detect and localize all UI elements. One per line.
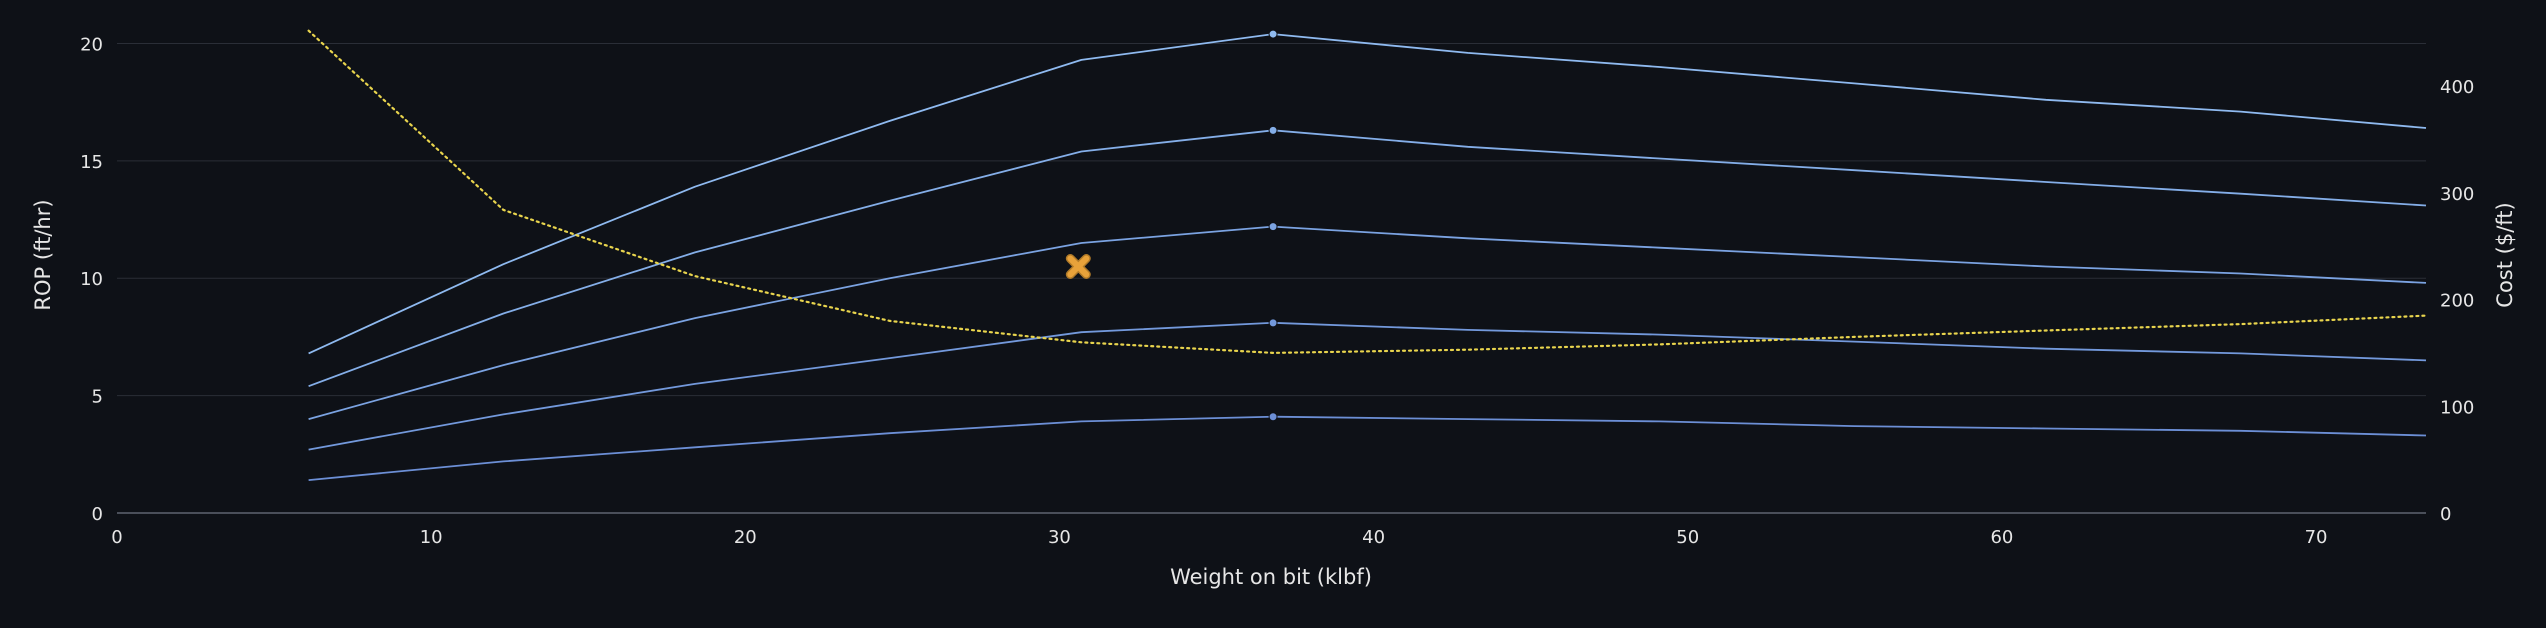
y2-tick-label: 100 <box>2440 397 2474 418</box>
y-tick-label: 15 <box>80 152 103 173</box>
x-tick-label: 40 <box>1362 527 1385 548</box>
y-tick-label: 10 <box>80 269 103 290</box>
x-tick-label: 0 <box>111 527 122 548</box>
rop-peak-point-3 <box>1268 222 1278 232</box>
rop-series-line-5 <box>308 33 2427 355</box>
y2-tick-label: 0 <box>2440 504 2451 525</box>
x-tick-label: 20 <box>734 527 757 548</box>
rop-peak-point-1 <box>1268 412 1278 422</box>
rop-series-line-3 <box>308 225 2427 420</box>
y-axis-label-right: Cost ($/ft) <box>2493 202 2517 307</box>
y2-tick-label: 400 <box>2440 77 2474 98</box>
y-tick-label: 0 <box>92 504 103 525</box>
cost-series-line <box>307 29 2428 355</box>
x-tick-label: 70 <box>2305 527 2328 548</box>
x-axis-label: Weight on bit (klbf) <box>1170 565 1372 589</box>
y-axis-label-left: ROP (ft/hr) <box>31 199 55 310</box>
y2-tick-label: 300 <box>2440 184 2474 205</box>
rop-peak-point-4 <box>1268 125 1278 135</box>
x-marker <box>1065 254 1091 279</box>
x-tick-label: 30 <box>1048 527 1071 548</box>
y2-tick-label: 200 <box>2440 291 2474 312</box>
rop-series-line-1 <box>308 415 2427 481</box>
rop-series-line-4 <box>308 129 2427 388</box>
series-layer <box>307 29 2428 481</box>
rop-peak-point-2 <box>1268 318 1278 328</box>
x-marker-stroke-b <box>1067 255 1090 278</box>
y-tick-label: 20 <box>80 34 103 55</box>
x-tick-label: 60 <box>1990 527 2013 548</box>
x-tick-label: 10 <box>420 527 443 548</box>
rop-series-line-2 <box>308 321 2427 451</box>
rop-peak-point-5 <box>1268 29 1278 39</box>
gridlines <box>117 42 2426 397</box>
y-tick-label: 5 <box>92 387 103 408</box>
axis-labels: Weight on bit (klbf) ROP (ft/hr) Cost ($… <box>31 199 2517 589</box>
x-tick-label: 50 <box>1676 527 1699 548</box>
